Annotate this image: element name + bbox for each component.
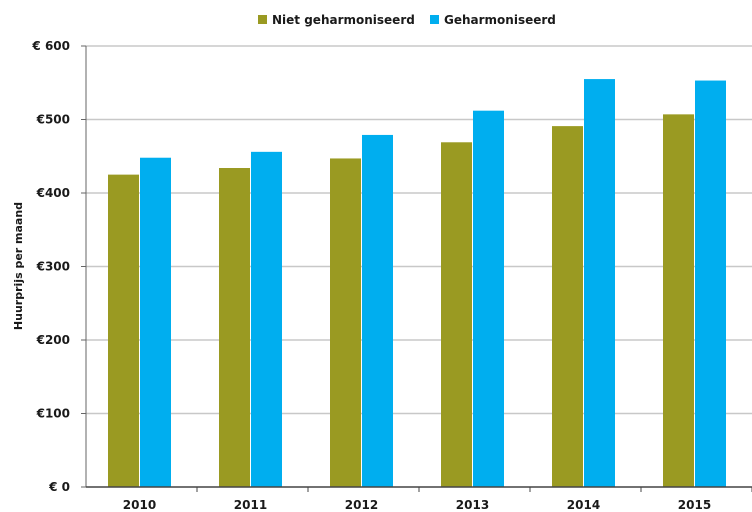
x-tick-label: 2013 — [456, 498, 489, 512]
x-tick-labels: 2010 2011 2012 2013 2014 2015 — [123, 487, 752, 512]
bar-geharmoniseerd-2012 — [362, 134, 393, 487]
x-tick-label: 2014 — [567, 498, 600, 512]
y-tick-label: €500 — [36, 113, 70, 127]
y-tick-label: €100 — [36, 407, 70, 421]
bar-niet-geharmoniseerd-2013 — [441, 142, 472, 487]
x-tick-label: 2010 — [123, 498, 156, 512]
bar-geharmoniseerd-2014 — [584, 79, 615, 487]
legend-swatch — [430, 15, 439, 24]
x-tick-label: 2011 — [234, 498, 267, 512]
legend: Niet geharmoniseerd Geharmoniseerd — [258, 13, 556, 27]
x-tick-label: 2015 — [678, 498, 711, 512]
bar-geharmoniseerd-2013 — [473, 110, 504, 488]
legend-swatch — [258, 15, 267, 24]
legend-label: Geharmoniseerd — [444, 13, 556, 27]
bar-niet-geharmoniseerd-2014 — [552, 126, 583, 488]
y-tick-label: €400 — [36, 186, 70, 200]
y-tick-label: € 0 — [48, 480, 70, 494]
bar-geharmoniseerd-2015 — [695, 80, 726, 488]
legend-label: Niet geharmoniseerd — [272, 13, 415, 27]
x-tick-label: 2012 — [345, 498, 378, 512]
bar-niet-geharmoniseerd-2012 — [330, 158, 361, 487]
y-axis-title: Huurprijs per maand — [12, 202, 25, 330]
y-tick-label: €300 — [36, 260, 70, 274]
bar-niet-geharmoniseerd-2010 — [108, 174, 139, 487]
bar-niet-geharmoniseerd-2011 — [219, 168, 250, 487]
y-tick-label: € 600 — [31, 39, 70, 53]
gridlines — [86, 45, 752, 415]
bar-niet-geharmoniseerd-2015 — [663, 114, 694, 487]
y-tick-label: €200 — [36, 333, 70, 347]
y-tick-labels: € 0 €100 €200 €300 €400 €500 € 600 — [31, 39, 86, 494]
bar-geharmoniseerd-2011 — [251, 151, 282, 487]
bar-geharmoniseerd-2010 — [140, 157, 171, 487]
bars — [108, 79, 726, 488]
